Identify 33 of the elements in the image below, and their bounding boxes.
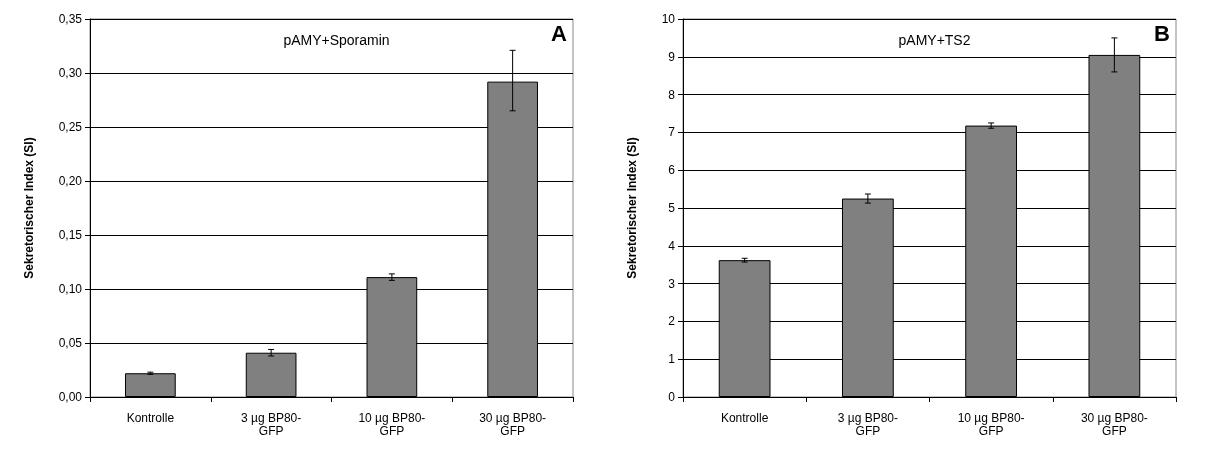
y-tick-label: 0,15 <box>58 228 83 242</box>
x-tick-label: 10 µg BP80-GFP <box>957 410 1025 438</box>
x-tick-label: Kontrolle <box>720 410 769 425</box>
y-tick-label: 0,35 <box>58 12 83 26</box>
text: pAMY+TS2 <box>898 32 971 48</box>
x-tick-label: 30 µg BP80-GFP <box>479 410 547 438</box>
y-tick-label: 0,05 <box>58 336 83 350</box>
x-tick-label: Kontrolle <box>126 410 175 425</box>
y-tick-label: 0,10 <box>58 282 83 296</box>
y-tick-label: 6 <box>668 163 676 178</box>
annotation: B <box>1154 20 1170 46</box>
text: pAMY+Sporamin <box>283 32 390 48</box>
y-tick-label: 7 <box>668 125 676 140</box>
y-tick-label: 8 <box>668 87 676 102</box>
y-tick-label: 4 <box>668 238 676 253</box>
x-tick-label: 30 µg BP80-GFP <box>1080 410 1148 438</box>
y-tick-label: 0,25 <box>58 120 83 134</box>
annotation: A <box>551 20 568 46</box>
x-tick-label: 3 µg BP80-GFP <box>837 410 899 438</box>
y-axis-title: Sekretorischer Index (SI) <box>625 137 639 279</box>
y-tick-label: 1 <box>668 352 676 367</box>
y-tick-label: 9 <box>668 49 676 64</box>
y-tick-label: 3 <box>668 276 676 291</box>
y-tick-label: 2 <box>668 314 676 329</box>
y-tick-label: 5 <box>668 201 676 215</box>
y-tick-label: 10 <box>661 12 676 26</box>
y-tick-label: 0,20 <box>58 174 83 188</box>
y-axis-title: Sekretorischer Index (SI) <box>22 137 36 279</box>
x-tick-label: 3 µg BP80-GFP <box>240 410 302 438</box>
y-tick-label: 0,00 <box>58 390 83 404</box>
y-tick-label: 0 <box>668 390 676 404</box>
y-tick-label: 0,30 <box>58 66 83 80</box>
x-tick-label: 10 µg BP80-GFP <box>358 410 426 438</box>
